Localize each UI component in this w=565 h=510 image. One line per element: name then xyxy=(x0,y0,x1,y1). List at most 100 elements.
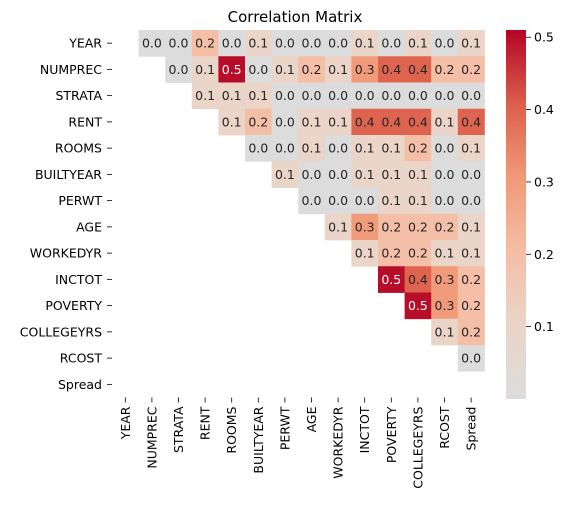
y-tick-label: RCOST xyxy=(60,351,103,366)
chart-title: Correlation Matrix xyxy=(228,8,363,26)
cell-value-label: 0.1 xyxy=(461,141,481,156)
cell-value-label: 0.0 xyxy=(461,351,481,366)
cell-value-label: 0.0 xyxy=(435,36,455,51)
y-tick-label: INCTOT xyxy=(55,272,102,287)
heatmap-cell xyxy=(404,108,432,136)
cell-value-label: 0.0 xyxy=(302,88,322,103)
cell-value-label: 0.2 xyxy=(408,246,428,261)
heatmap-cell xyxy=(191,30,219,57)
y-tick-label: AGE xyxy=(76,219,102,234)
heatmap-cell xyxy=(351,213,379,241)
x-tick-label: RENT xyxy=(198,406,213,440)
heatmap-cell xyxy=(404,213,432,241)
cell-value-label: 0.1 xyxy=(461,246,481,261)
heatmap-cell xyxy=(298,161,326,188)
cell-value-label: 0.1 xyxy=(195,88,215,103)
cell-value-label: 0.4 xyxy=(381,114,401,129)
heatmap-cell xyxy=(138,30,166,57)
heatmap-cell xyxy=(298,82,326,110)
heatmap-cell xyxy=(351,135,379,162)
heatmap-cell xyxy=(378,187,405,215)
colorbar xyxy=(506,30,526,399)
heatmap-cell xyxy=(431,30,459,57)
x-tick-label: POVERTY xyxy=(384,406,399,463)
heatmap-cells xyxy=(138,30,485,372)
cell-value-label: 0.0 xyxy=(328,36,348,51)
heatmap-cell xyxy=(378,266,405,293)
heatmap-cell xyxy=(218,108,246,136)
heatmap-cell xyxy=(351,240,379,267)
heatmap-cell xyxy=(271,108,299,136)
heatmap-cell xyxy=(218,82,246,110)
heatmap-cell xyxy=(245,82,272,110)
cell-value-label: 0.2 xyxy=(195,36,215,51)
heatmap-cell xyxy=(351,56,379,83)
cell-value-label: 0.0 xyxy=(275,114,295,129)
cell-value-label: 0.0 xyxy=(328,88,348,103)
heatmap-cell xyxy=(457,56,485,83)
cell-value-label: 0.1 xyxy=(355,36,375,51)
heatmap-cell xyxy=(431,135,459,162)
cell-value-label: 0.1 xyxy=(355,167,375,182)
cell-value-label: 0.0 xyxy=(328,193,348,208)
heatmap-cell xyxy=(431,266,459,293)
heatmap-cell xyxy=(351,108,379,136)
heatmap-cell xyxy=(404,56,432,83)
x-tick-label: ROOMS xyxy=(224,406,239,453)
heatmap-cell xyxy=(431,240,459,267)
heatmap-cell-labels: 0.0 0.0 0.2 0.0 0.1 0.0 0.0 0.0 0.1 0.0 0.1 0.0 0.1 0… xyxy=(142,36,481,366)
x-tick-label: RCOST xyxy=(437,406,452,449)
cell-value-label: 0.1 xyxy=(248,88,268,103)
cell-value-label: 0.2 xyxy=(435,62,455,77)
heatmap-cell xyxy=(245,56,272,83)
cell-value-label: 0.0 xyxy=(461,88,481,103)
heatmap-cell xyxy=(404,266,432,293)
cell-value-label: 0.2 xyxy=(302,62,322,77)
heatmap-cell xyxy=(378,240,405,267)
cell-value-label: 0.0 xyxy=(169,36,189,51)
heatmap-cell xyxy=(191,56,219,83)
heatmap-cell xyxy=(245,30,272,57)
cell-value-label: 0.1 xyxy=(302,114,322,129)
cell-value-label: 0.0 xyxy=(435,193,455,208)
cell-value-label: 0.5 xyxy=(408,298,428,313)
colorbar-tick-label: 0.2 xyxy=(534,247,554,262)
x-tick-label: BUILTYEAR xyxy=(251,406,266,473)
cell-value-label: 0.1 xyxy=(381,167,401,182)
cell-value-label: 0.0 xyxy=(275,88,295,103)
heatmap-cell xyxy=(431,161,459,188)
y-tick-label: ROOMS xyxy=(55,141,102,156)
x-tick-label: NUMPREC xyxy=(144,406,159,468)
cell-value-label: 0.0 xyxy=(222,36,242,51)
cell-value-label: 0.5 xyxy=(222,62,242,77)
heatmap-cell xyxy=(165,56,193,83)
heatmap-cell xyxy=(351,161,379,188)
heatmap-cell xyxy=(457,108,485,136)
heatmap-cell xyxy=(457,30,485,57)
x-tick-label: PERWT xyxy=(277,406,292,450)
cell-value-label: 0.2 xyxy=(248,114,268,129)
heatmap-cell xyxy=(404,240,432,267)
y-tick-label: BUILTYEAR xyxy=(35,167,102,182)
heatmap-cell xyxy=(431,82,459,110)
heatmap-cell xyxy=(431,187,459,215)
cell-value-label: 0.1 xyxy=(248,36,268,51)
heatmap-cell xyxy=(271,82,299,110)
cell-value-label: 0.0 xyxy=(435,167,455,182)
heatmap-cell xyxy=(457,266,485,293)
heatmap-cell xyxy=(298,187,326,215)
heatmap-cell xyxy=(271,56,299,83)
x-axis-ticks: YEAR NUMPREC STRATA RENT ROOMS BUILTYEAR PERWT… xyxy=(118,397,479,489)
cell-value-label: 0.1 xyxy=(302,141,322,156)
heatmap-cell xyxy=(324,56,352,83)
cell-value-label: 0.1 xyxy=(408,36,428,51)
heatmap-cell xyxy=(378,108,405,136)
cell-value-label: 0.4 xyxy=(355,114,375,129)
cell-value-label: 0.1 xyxy=(222,88,242,103)
cell-value-label: 0.4 xyxy=(381,62,401,77)
heatmap-cell xyxy=(404,187,432,215)
cell-value-label: 0.0 xyxy=(328,167,348,182)
cell-value-label: 0.0 xyxy=(275,36,295,51)
cell-value-label: 0.0 xyxy=(248,62,268,77)
